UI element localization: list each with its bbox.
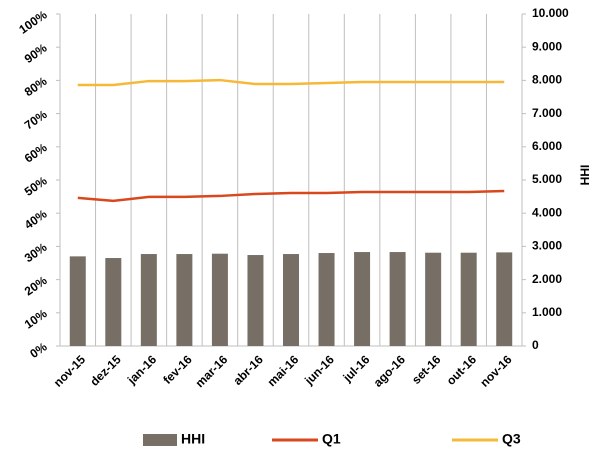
y-tick-label: 20% [22,273,50,298]
x-tick-label: mai-16 [265,352,302,389]
y2-tick-label: 5.000 [532,172,562,186]
bar [425,252,442,346]
y-tick-label: 80% [22,74,50,99]
bar [354,252,371,346]
x-tick-label: set-16 [409,352,444,387]
bar [105,258,122,346]
bar [460,252,477,346]
bar [389,252,406,346]
bar [283,254,299,346]
x-tick-label: abr-16 [230,352,266,388]
line [77,78,505,87]
y2-tick-label: 7.000 [532,106,562,120]
x-tick-label: jun-16 [301,352,337,388]
y2-tick-label: 3.000 [532,239,562,253]
legend-swatch [143,434,177,446]
x-tick-label: jan-16 [124,352,159,387]
y2-tick-label: 4.000 [532,205,562,219]
legend-label: HHI [181,431,205,447]
y-tick-label: 50% [22,173,50,198]
x-tick-label: jul-16 [340,352,373,385]
x-tick-label: out-16 [444,352,480,388]
y2-tick-label: 9.000 [532,39,562,53]
x-tick-label: nov-16 [477,352,514,389]
bar [69,256,86,346]
y-tick-label: 70% [22,107,50,132]
legend-label: Q1 [322,431,341,447]
y2-tick-label: 6.000 [532,139,562,153]
bar [496,252,513,346]
x-tick-label: ago-16 [371,352,408,389]
bar [211,253,228,346]
x-tick-label: nov-15 [51,352,88,389]
bar [318,253,335,346]
y-tick-label: 100% [16,7,49,36]
y2-tick-label: 2.000 [532,272,562,286]
bar [140,254,157,346]
bar [247,255,264,346]
x-tick-label: dez-15 [87,352,124,389]
y-tick-label: 40% [22,207,50,232]
bar [176,254,193,346]
y2-tick-label: 0 [532,338,539,352]
y-tick-label: 60% [22,140,50,165]
y2-tick-label: 1.000 [532,305,562,319]
line [77,189,505,203]
y-tick-label: 30% [22,240,50,265]
y2-axis-label: HHI [578,165,592,186]
x-tick-label: mar-16 [193,352,231,390]
y-tick-label: 90% [22,41,50,66]
y2-tick-label: 8.000 [532,73,562,87]
x-tick-label: fev-16 [160,352,195,387]
y-tick-label: 10% [22,306,50,331]
y2-tick-label: 10.000 [532,6,569,20]
y-tick-label: 0% [27,339,50,361]
legend-label: Q3 [502,431,521,447]
